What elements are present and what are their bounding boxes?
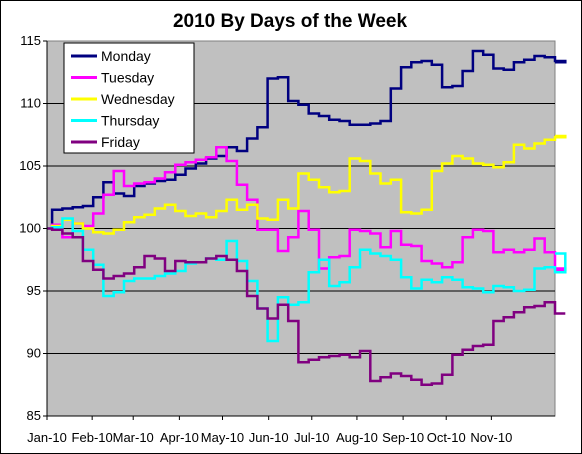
legend-label-tuesday: Tuesday (101, 70, 154, 86)
legend: Monday Tuesday Wednesday Thursday Friday (63, 42, 195, 154)
x-tick-labels: Jan-10 Feb-10 Mar-10 Apr-10 May-10 Jun-10 Jul-… (27, 416, 512, 445)
chart-title: 2010 By Days of the Week (173, 11, 408, 32)
series-line-wednesday (47, 134, 567, 235)
x-tick-label: Nov-10 (470, 430, 512, 445)
y-tick-label: 90 (27, 346, 41, 361)
y-tick-label: 95 (27, 283, 41, 298)
x-tick-label: Jan-10 (27, 430, 67, 445)
y-tick-label: 110 (20, 96, 41, 111)
x-tick-label: Sep-10 (382, 430, 424, 445)
y-tick-labels: 85 90 95 100 105 110 115 (19, 33, 47, 423)
series-layer (47, 49, 567, 387)
series-line-friday (47, 227, 566, 387)
legend-label-monday: Monday (101, 48, 151, 64)
series-line-tuesday (47, 146, 567, 272)
y-tick-label: 85 (27, 408, 41, 423)
x-tick-label: Oct-10 (427, 430, 466, 445)
x-tick-label: Mar-10 (113, 430, 154, 445)
series-line-monday (47, 49, 567, 230)
series-line-thursday (47, 217, 567, 343)
y-tick-label: 105 (19, 158, 41, 173)
x-tick-label: Jul-10 (294, 430, 329, 445)
legend-label-thursday: Thursday (101, 113, 159, 129)
x-tick-label: May-10 (201, 430, 244, 445)
y-tick-label: 100 (19, 221, 41, 236)
y-tick-label: 115 (20, 33, 41, 48)
x-tick-label: Aug-10 (336, 430, 378, 445)
legend-label-friday: Friday (101, 134, 140, 150)
legend-label-wednesday: Wednesday (101, 91, 175, 107)
x-tick-label: Feb-10 (72, 430, 113, 445)
x-tick-label: Apr-10 (160, 430, 199, 445)
x-tick-label: Jun-10 (249, 430, 289, 445)
